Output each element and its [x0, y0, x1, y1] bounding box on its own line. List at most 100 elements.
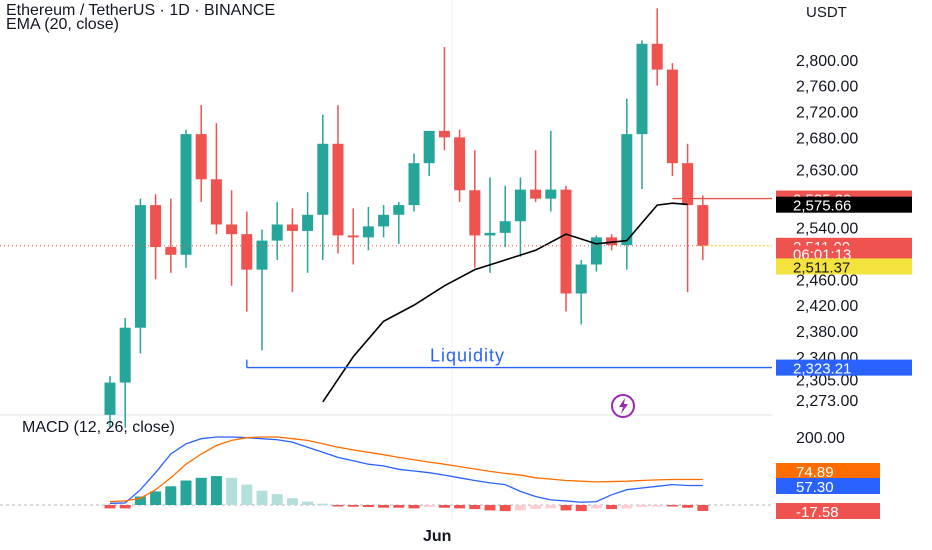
candle-body[interactable] — [271, 224, 283, 241]
candle-body[interactable] — [378, 214, 390, 227]
candle-body[interactable] — [134, 205, 146, 328]
macd-histogram-bar — [317, 503, 329, 506]
macd-histogram-bar — [150, 491, 162, 505]
candle-body[interactable] — [104, 382, 116, 415]
candle-body[interactable] — [119, 327, 131, 383]
candle-body[interactable] — [545, 189, 557, 199]
candle-body[interactable] — [560, 189, 572, 294]
candle-body[interactable] — [606, 237, 618, 246]
macd-histogram-bar — [530, 505, 542, 510]
macd-histogram-bar — [210, 476, 222, 505]
ema-indicator-label[interactable]: EMA (20, close) — [6, 16, 119, 33]
ema-line — [322, 202, 688, 403]
candle-body[interactable] — [530, 189, 542, 199]
price-badge-text: 2,575.66 — [793, 198, 851, 215]
macd-histogram-bar — [256, 490, 268, 505]
price-badge-text: 2,323.21 — [793, 361, 851, 378]
candle-body[interactable] — [210, 179, 222, 225]
candle-body[interactable] — [499, 221, 511, 233]
macd-histogram-bar — [362, 505, 374, 508]
macd-histogram-bar — [621, 505, 633, 509]
candle-body[interactable] — [150, 205, 162, 248]
macd-indicator-label[interactable]: MACD (12, 26, close) — [22, 419, 175, 436]
candle-body[interactable] — [469, 190, 481, 236]
macd-histogram-bar — [119, 505, 131, 509]
price-axis-tick-label: 2,460.00 — [796, 272, 858, 289]
candle-body[interactable] — [393, 205, 405, 215]
candle-body[interactable] — [514, 189, 526, 222]
macd-line — [109, 436, 703, 504]
candle-body[interactable] — [362, 226, 374, 238]
price-axis-tick-label: 2,630.00 — [796, 163, 858, 180]
candle-body[interactable] — [423, 130, 435, 164]
price-axis-tick-label: 2,680.00 — [796, 130, 858, 147]
macd-histogram-bar — [514, 505, 526, 511]
candle-body[interactable] — [347, 235, 359, 238]
candle-body[interactable] — [697, 205, 709, 246]
candle-body[interactable] — [180, 134, 192, 255]
macd-histogram-bar — [575, 505, 587, 512]
candle-body[interactable] — [332, 143, 344, 236]
macd-histogram-bar — [271, 494, 283, 505]
candle-body[interactable] — [590, 237, 602, 265]
candle-body[interactable] — [165, 247, 177, 255]
macd-badge — [776, 503, 880, 519]
macd-histogram-bar — [499, 505, 511, 512]
price-axis-tick-label: 2,800.00 — [796, 53, 858, 70]
candle-body[interactable] — [682, 163, 694, 206]
macd-histogram-bar — [636, 505, 648, 508]
macd-histogram-bar — [104, 505, 116, 509]
macd-histogram-bar — [226, 477, 238, 505]
price-axis-tick-label: 2,380.00 — [796, 324, 858, 341]
macd-histogram-bar — [454, 505, 466, 509]
macd-badge-text: 74.89 — [796, 464, 834, 481]
x-axis-month-label: Jun — [423, 528, 452, 545]
candle-body[interactable] — [286, 224, 298, 231]
candle-body[interactable] — [484, 232, 496, 236]
macd-histogram-bar — [651, 505, 663, 507]
macd-histogram-bar — [545, 505, 557, 509]
candle-body[interactable] — [438, 130, 450, 138]
price-badge-text: 2,511.37 — [793, 259, 850, 276]
macd-histogram-bar — [302, 501, 314, 505]
macd-histogram-bar — [560, 505, 572, 511]
price-axis-tick-label: 2,420.00 — [796, 298, 858, 315]
macd-histogram-bar — [332, 505, 344, 507]
candle-body[interactable] — [317, 143, 329, 215]
lightning-bolt-icon — [619, 398, 628, 414]
candle-body[interactable] — [621, 134, 633, 246]
macd-histogram-bar — [347, 505, 359, 507]
macd-badge-text: 57.30 — [796, 479, 834, 496]
candle-body[interactable] — [195, 134, 207, 180]
macd-histogram-bar — [438, 505, 450, 508]
macd-histogram-bar — [180, 480, 192, 505]
candle-body[interactable] — [241, 234, 253, 270]
candle-body[interactable] — [408, 163, 420, 206]
candle-body[interactable] — [636, 43, 648, 135]
macd-histogram-bar — [408, 505, 420, 509]
signal-line — [109, 436, 703, 503]
price-axis-tick-label: 2,540.00 — [796, 221, 858, 238]
candle-body[interactable] — [256, 240, 268, 270]
macd-badge — [776, 463, 880, 479]
macd-histogram-bar — [606, 505, 618, 510]
macd-histogram-bar — [666, 505, 678, 507]
macd-axis-tick-label: 200.00 — [796, 430, 845, 447]
price-badge — [776, 258, 912, 275]
macd-histogram-bar — [697, 505, 709, 511]
macd-histogram-bar — [165, 486, 177, 505]
candle-body[interactable] — [226, 224, 238, 235]
price-axis-tick-label: 2,720.00 — [796, 105, 858, 122]
lightning-icon[interactable] — [611, 394, 635, 418]
candle-body[interactable] — [651, 43, 663, 70]
candle-body[interactable] — [666, 69, 678, 164]
macd-histogram-bar — [423, 505, 435, 508]
candle-body[interactable] — [575, 264, 587, 294]
price-axis-tick-label: 2,760.00 — [796, 79, 858, 96]
candle-body[interactable] — [454, 137, 466, 191]
macd-histogram-bar — [378, 505, 390, 508]
macd-histogram-bar — [682, 505, 694, 508]
candle-body[interactable] — [302, 214, 314, 231]
macd-histogram-bar — [195, 477, 207, 505]
